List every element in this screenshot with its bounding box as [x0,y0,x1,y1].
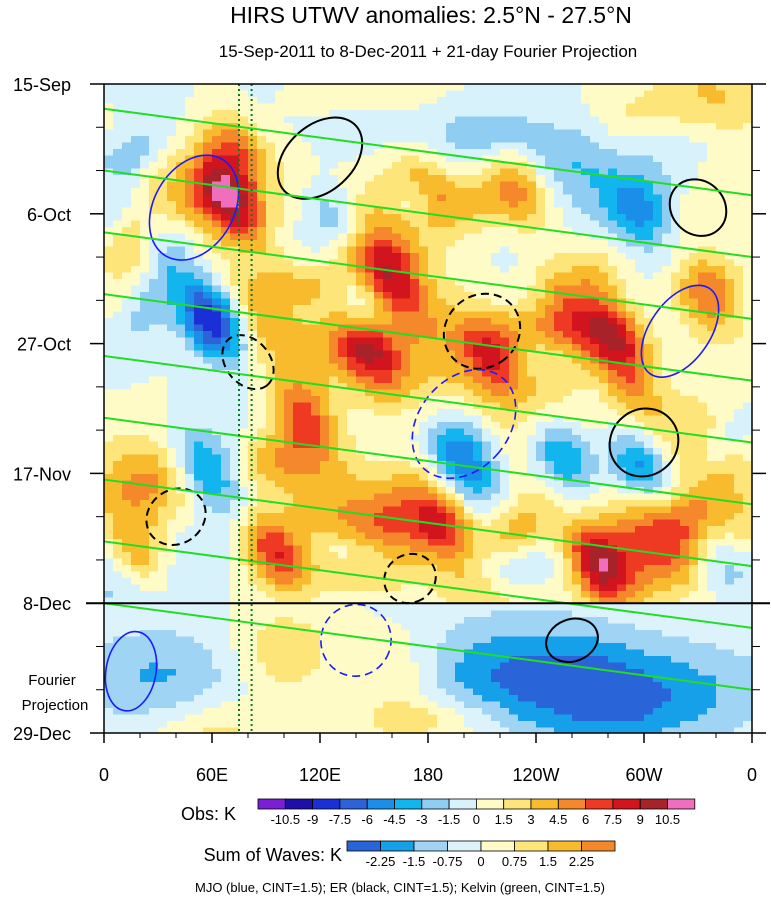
y-tick-label: 6-Oct [27,205,71,225]
wave-contours [104,107,752,712]
y-tick-label: 15-Sep [13,75,71,95]
x-tick-label: 120W [512,765,559,785]
colorbar-tick-label: -2.25 [366,854,396,869]
colorbar-cell [530,798,559,810]
colorbar-tick-label: 1.5 [539,854,557,869]
x-tick-label: 0 [747,765,757,785]
colorbar-tick-label: -9 [307,812,319,827]
colorbar-tick-label: 0.75 [502,854,527,869]
colorbar-tick-label: -1.5 [438,812,460,827]
colorbar-cell [284,798,313,810]
y-tick-label: 8-Dec [23,594,71,614]
colorbar-cell [475,798,505,810]
colorbar-cell [413,840,448,852]
colorbar-tick-label: 1.5 [495,812,513,827]
colorbar-cell [366,798,395,810]
colorbar-cell [639,798,668,810]
colorbar-cell [514,840,549,852]
y-tick-label: 29-Dec [13,724,71,744]
colorbar-cell [394,798,423,810]
waves-colorbar-label: Sum of Waves: K [204,845,342,865]
colorbar-cell [667,798,696,810]
colorbar-cell [480,840,515,852]
colorbar-tick-label: -10.5 [270,812,300,827]
colorbar-tick-label: 9 [637,812,644,827]
colorbar-tick-label: -3 [416,812,428,827]
colorbar-tick-label: 0 [477,854,484,869]
colorbar-tick-label: -0.75 [433,854,463,869]
colorbar-cell [346,840,381,852]
y-tick-label: 27-Oct [17,335,71,355]
colorbar-tick-label: -4.5 [383,812,405,827]
colorbar-tick-label: 3 [527,812,534,827]
colorbar-tick-label: 10.5 [655,812,680,827]
colorbar-cell [447,840,482,852]
x-tick-label: 60W [625,765,662,785]
colorbar-cell [421,798,450,810]
projection-label-line2: Projection [22,697,89,714]
colorbar-cell [547,840,582,852]
obs-colorbar: -10.5 -9 -7.5 -6 -4.5 -3 -1.5 0 1.5 3 4.5 6 7.5 9 10.5 [257,798,696,827]
colorbar-tick-label: -1.5 [403,854,425,869]
obs-colorbar-label: Obs: K [181,804,236,824]
chart-subtitle: 15-Sep-2011 to 8-Dec-2011 + 21-day Fouri… [219,42,637,61]
colorbar-cell [448,798,477,810]
x-tick-label: 180 [413,765,443,785]
colorbar-cell [581,840,616,852]
colorbar-tick-label: -6 [361,812,373,827]
colorbar-tick-label: -7.5 [329,812,351,827]
colorbar-tick-label: 6 [582,812,589,827]
colorbar-tick-label: 4.5 [549,812,567,827]
colorbar-cell [339,798,368,810]
contour-legend-footer: MJO (blue, CINT=1.5); ER (black, CINT=1.… [195,880,605,895]
colorbar-cell [557,798,586,810]
axes: 0 60E 120E 180 120W 60W 0 15-Sep 6-Oct 27-Oct 17-N… [13,75,766,785]
waves-colorbar: -2.25 -1.5 -0.75 0 0.75 1.5 2.25 [346,840,616,869]
x-tick-label: 120E [299,765,341,785]
colorbar-cell [257,798,286,810]
chart-title: HIRS UTWV anomalies: 2.5°N - 27.5°N [230,2,632,28]
colorbar-tick-label: 0 [473,812,480,827]
colorbar-cell [380,840,415,852]
projection-label-line1: Fourier [28,672,76,689]
colorbar-cell [503,798,532,810]
colorbar-tick-label: 7.5 [604,812,622,827]
reference-lines [238,84,253,733]
colorbar-cell [612,798,641,810]
colorbar-tick-label: 2.25 [569,854,594,869]
colorbar-cell [312,798,341,810]
x-tick-label: 60E [196,765,228,785]
x-tick-label: 0 [99,765,109,785]
colorbar-cell [585,798,614,810]
y-tick-label: 17-Nov [13,464,71,484]
